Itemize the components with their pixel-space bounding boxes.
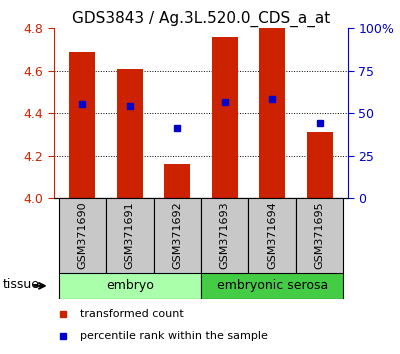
Text: embryonic serosa: embryonic serosa (216, 279, 328, 292)
Bar (59, 198, 106, 273)
Bar (117, 69, 143, 198)
Bar (106, 198, 154, 273)
Text: transformed count: transformed count (80, 308, 184, 319)
Bar (201, 198, 248, 273)
Text: embryo: embryo (106, 279, 154, 292)
Text: GSM371694: GSM371694 (267, 201, 277, 269)
Text: GSM371695: GSM371695 (314, 201, 324, 269)
Bar (306, 132, 332, 198)
Bar (59, 273, 201, 299)
Text: percentile rank within the sample: percentile rank within the sample (80, 331, 268, 341)
Text: GSM371693: GSM371693 (220, 201, 230, 269)
Bar (212, 37, 238, 198)
Text: GSM371691: GSM371691 (125, 201, 135, 269)
Title: GDS3843 / Ag.3L.520.0_CDS_a_at: GDS3843 / Ag.3L.520.0_CDS_a_at (72, 11, 330, 27)
Bar (164, 164, 190, 198)
Text: GSM371690: GSM371690 (78, 201, 88, 269)
Bar (201, 273, 343, 299)
Bar (296, 198, 343, 273)
Bar (154, 198, 201, 273)
Text: GSM371692: GSM371692 (172, 201, 182, 269)
Text: tissue: tissue (3, 278, 40, 291)
Bar (248, 198, 296, 273)
Bar (259, 28, 285, 198)
Bar (70, 52, 96, 198)
